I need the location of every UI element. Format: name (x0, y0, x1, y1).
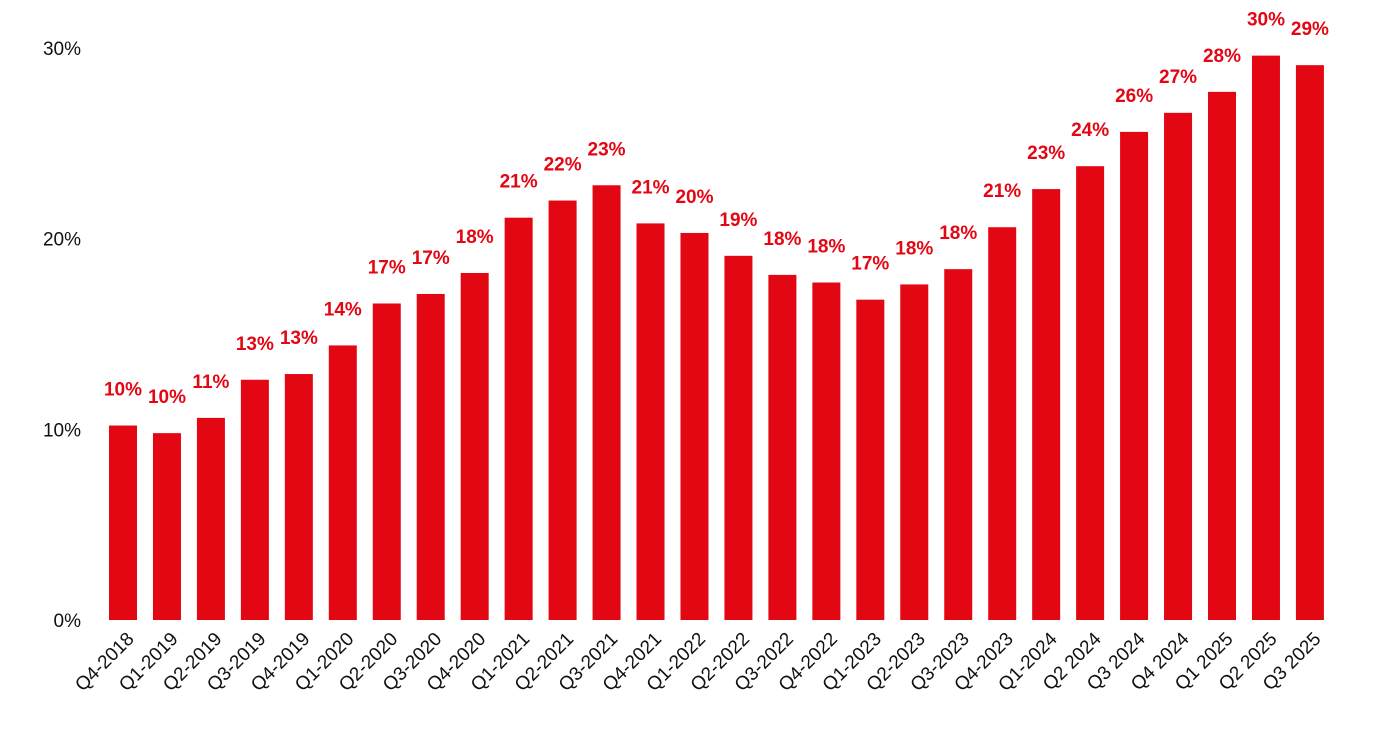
data-label: 29% (1291, 19, 1329, 40)
bar (109, 425, 137, 620)
data-label: 20% (675, 187, 713, 208)
bar (988, 227, 1017, 620)
data-label: 17% (368, 257, 406, 278)
data-label: 17% (412, 248, 450, 269)
bar (1295, 65, 1324, 620)
data-label: 18% (895, 238, 933, 259)
bar (944, 269, 973, 620)
data-label: 11% (192, 372, 229, 393)
bar (1076, 166, 1105, 621)
data-label: 18% (763, 229, 801, 250)
y-tick-label: 10% (43, 420, 81, 441)
data-label: 10% (148, 387, 186, 408)
bar (680, 232, 709, 621)
data-label: 13% (280, 328, 318, 349)
data-label: 23% (588, 139, 626, 160)
bar (856, 299, 885, 620)
data-label: 27% (1159, 67, 1197, 88)
data-label: 10% (104, 380, 142, 401)
y-tick-label: 30% (43, 39, 81, 60)
bar (1120, 131, 1149, 621)
data-label: 26% (1115, 86, 1153, 107)
bar (724, 255, 753, 620)
bar (416, 293, 445, 620)
bar (812, 282, 841, 620)
bar (372, 303, 401, 620)
bar (328, 345, 357, 620)
data-label: 18% (456, 227, 494, 248)
bar (768, 274, 797, 620)
bar (592, 185, 621, 620)
bar (548, 200, 577, 621)
y-tick-label: 0% (54, 611, 82, 632)
bar (1164, 112, 1193, 621)
y-tick-label: 20% (43, 230, 81, 251)
data-label: 21% (983, 181, 1021, 202)
bar (460, 272, 489, 620)
data-label: 19% (719, 210, 757, 231)
bar (1251, 55, 1280, 621)
data-label: 14% (324, 299, 362, 320)
bar (152, 433, 181, 620)
data-label: 28% (1203, 46, 1241, 67)
data-label: 21% (500, 172, 538, 193)
data-label: 30% (1247, 10, 1285, 31)
bar (284, 374, 313, 620)
bar (196, 417, 225, 620)
data-label: 21% (632, 177, 670, 198)
bar (240, 379, 269, 620)
bar (636, 223, 665, 620)
data-label: 17% (851, 254, 889, 275)
bar (1208, 91, 1236, 620)
bar (1032, 189, 1061, 621)
data-label: 22% (544, 155, 582, 176)
data-label: 24% (1071, 120, 1109, 141)
data-label: 13% (236, 334, 274, 355)
data-label: 23% (1027, 143, 1065, 164)
data-label: 18% (939, 223, 977, 244)
bar (900, 284, 929, 620)
bar (504, 217, 533, 620)
data-label: 18% (807, 237, 845, 258)
